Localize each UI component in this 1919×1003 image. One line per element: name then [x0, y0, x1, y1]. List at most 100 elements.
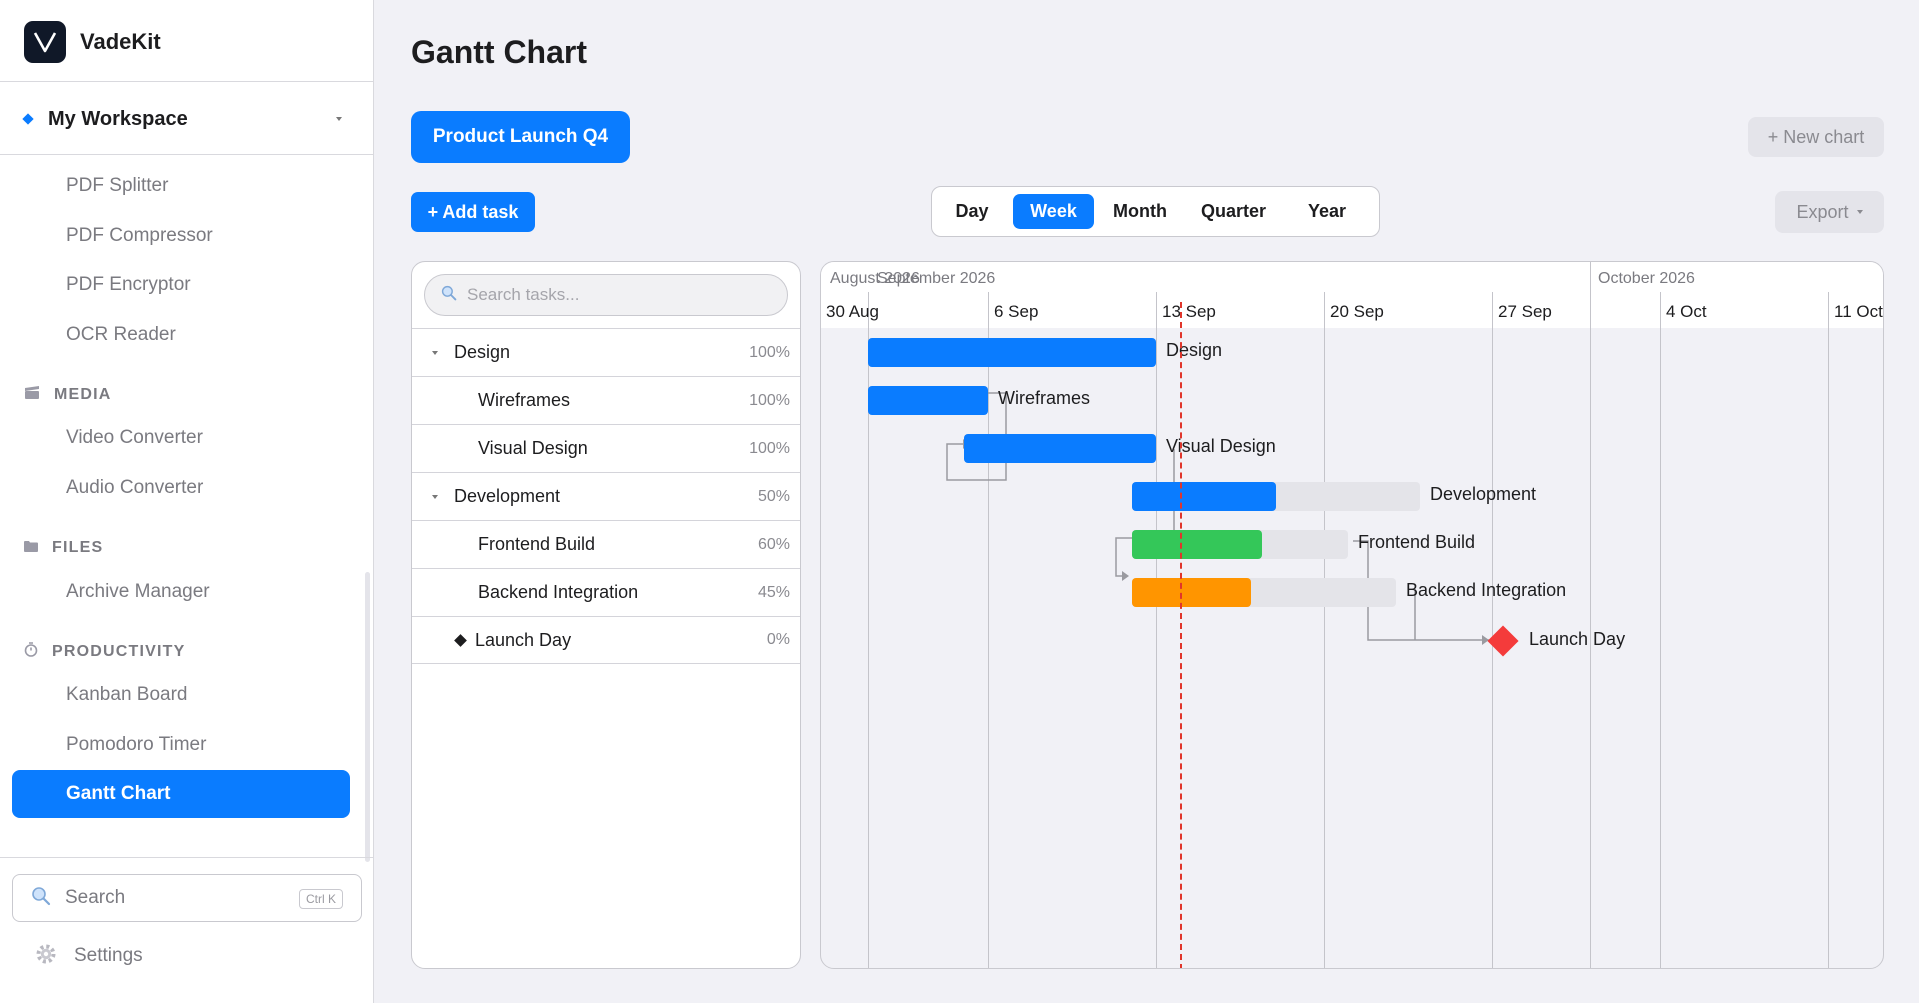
section-media: MEDIA: [24, 383, 112, 407]
gantt-bar-wireframes[interactable]: [868, 386, 988, 415]
week-label: 30 Aug: [826, 302, 879, 321]
export-button[interactable]: Export: [1775, 191, 1884, 233]
sidebar-item-archive-manager[interactable]: Archive Manager: [66, 581, 210, 602]
workspace-label: My Workspace: [48, 107, 188, 130]
task-row-frontend-build[interactable]: Frontend Build 60%: [412, 520, 800, 568]
timescale-selector: Day Week Month Quarter Year: [931, 186, 1380, 237]
week-label: 4 Oct: [1666, 302, 1707, 321]
sidebar-item-pdf-splitter[interactable]: PDF Splitter: [66, 175, 169, 196]
scale-week-button[interactable]: Week: [1013, 194, 1094, 229]
scale-year-button[interactable]: Year: [1307, 201, 1347, 221]
sidebar: VadeKit My Workspace PDF Splitter PDF Co…: [0, 0, 374, 1003]
scale-month-button[interactable]: Month: [1113, 201, 1167, 221]
gantt-bar-design[interactable]: [868, 338, 1156, 367]
gear-icon: [34, 942, 58, 971]
chevron-down-icon: [1856, 210, 1863, 214]
sidebar-item-ocr-reader[interactable]: OCR Reader: [66, 324, 176, 345]
sidebar-item-pdf-compressor[interactable]: PDF Compressor: [66, 225, 213, 246]
divider: [0, 857, 374, 858]
gantt-bar-label: Development: [1430, 484, 1537, 504]
task-name: Frontend Build: [478, 534, 596, 554]
timeline-header: [821, 262, 1883, 328]
section-media-title: MEDIA: [54, 386, 112, 403]
add-task-button[interactable]: + Add task: [411, 192, 535, 232]
task-row-launch-day[interactable]: Launch Day 0%: [412, 616, 800, 664]
section-files-title: FILES: [52, 539, 104, 556]
workspace-diamond-icon: [22, 113, 34, 125]
task-row-development[interactable]: Development 50%: [412, 472, 800, 520]
sidebar-search[interactable]: Search Ctrl K: [12, 874, 362, 922]
week-gridline: [1492, 292, 1493, 968]
page-title: Gantt Chart: [411, 34, 587, 70]
gantt-bar-frontend-build[interactable]: [1132, 530, 1262, 559]
dependency-links: [946, 392, 1489, 645]
gantt-bar-label: Wireframes: [998, 388, 1091, 408]
task-name: Launch Day: [475, 629, 572, 650]
chevron-down-icon: [336, 117, 342, 121]
sidebar-item-pomodoro-timer[interactable]: Pomodoro Timer: [66, 734, 207, 755]
week-label: 11 Oct: [1834, 302, 1883, 321]
task-row-backend-integration[interactable]: Backend Integration 45%: [412, 568, 800, 616]
week-gridline: [988, 292, 989, 968]
clapperboard-icon: [24, 385, 40, 405]
week-label: 13 Sep: [1162, 302, 1216, 321]
task-progress: 0%: [766, 631, 790, 648]
sidebar-item-pdf-encryptor[interactable]: PDF Encryptor: [66, 274, 191, 295]
gantt-bar-visual-design[interactable]: [964, 434, 1156, 463]
task-progress: 100%: [749, 391, 790, 409]
month-label-october: October 2026: [1598, 270, 1695, 287]
task-search-input[interactable]: [467, 285, 767, 305]
vadekit-logo-icon: [24, 21, 66, 63]
task-name: Design: [454, 342, 511, 362]
task-name: Visual Design: [478, 438, 588, 458]
search-shortcut-badge: Ctrl K: [299, 889, 343, 909]
week-gridline: [868, 292, 869, 968]
milestone-diamond-icon: [454, 633, 467, 647]
sidebar-item-gantt-chart[interactable]: Gantt Chart: [12, 770, 350, 818]
gantt-bar-development[interactable]: [1132, 482, 1276, 511]
task-row-visual-design[interactable]: Visual Design 100%: [412, 424, 800, 472]
sidebar-item-audio-converter[interactable]: Audio Converter: [66, 477, 204, 498]
brand-name: VadeKit: [80, 29, 161, 54]
section-productivity: PRODUCTIVITY: [24, 640, 186, 664]
brand[interactable]: VadeKit: [24, 20, 161, 64]
chart-tab-product-launch[interactable]: Product Launch Q4: [411, 111, 630, 163]
workspace-selector[interactable]: My Workspace: [22, 104, 354, 134]
collapse-triangle-icon[interactable]: [432, 494, 438, 499]
gantt-bar-label: Frontend Build: [1358, 532, 1476, 552]
task-list-panel: Design 100% Wireframes 100% Visual Desig…: [411, 261, 801, 969]
week-gridline: [1324, 292, 1325, 968]
divider: [0, 81, 374, 82]
settings-link[interactable]: Settings: [34, 940, 143, 972]
gantt-bar-label: Launch Day: [1529, 629, 1626, 649]
task-progress: 45%: [757, 583, 790, 601]
search-icon: [31, 886, 51, 911]
sidebar-item-video-converter[interactable]: Video Converter: [66, 427, 203, 448]
settings-label: Settings: [74, 945, 143, 966]
stopwatch-icon: [24, 642, 38, 662]
task-name: Wireframes: [478, 390, 571, 410]
task-row-wireframes[interactable]: Wireframes 100%: [412, 376, 800, 424]
export-label: Export: [1796, 201, 1849, 222]
task-search[interactable]: [424, 274, 788, 316]
month-divider: [1590, 262, 1591, 968]
week-gridline: [1156, 292, 1157, 968]
week-gridline: [1660, 292, 1661, 968]
month-label-august: August 2026: [830, 270, 920, 287]
task-row-design[interactable]: Design 100%: [412, 328, 800, 376]
week-label: 20 Sep: [1330, 302, 1384, 321]
today-marker: [1180, 302, 1182, 968]
search-icon: [441, 285, 457, 306]
gantt-bar-backend-integration[interactable]: [1132, 578, 1251, 607]
scale-quarter-button[interactable]: Quarter: [1200, 201, 1267, 221]
new-chart-button[interactable]: + New chart: [1748, 117, 1884, 157]
task-progress: 60%: [757, 535, 790, 553]
sidebar-item-kanban-board[interactable]: Kanban Board: [66, 684, 188, 705]
task-name: Backend Integration: [478, 582, 639, 602]
task-progress: 100%: [749, 439, 790, 457]
week-gridline: [1828, 292, 1829, 968]
scale-day-button[interactable]: Day: [955, 201, 989, 221]
section-files: FILES: [24, 536, 103, 560]
collapse-triangle-icon[interactable]: [432, 350, 438, 355]
sidebar-scrollbar[interactable]: [365, 572, 370, 862]
